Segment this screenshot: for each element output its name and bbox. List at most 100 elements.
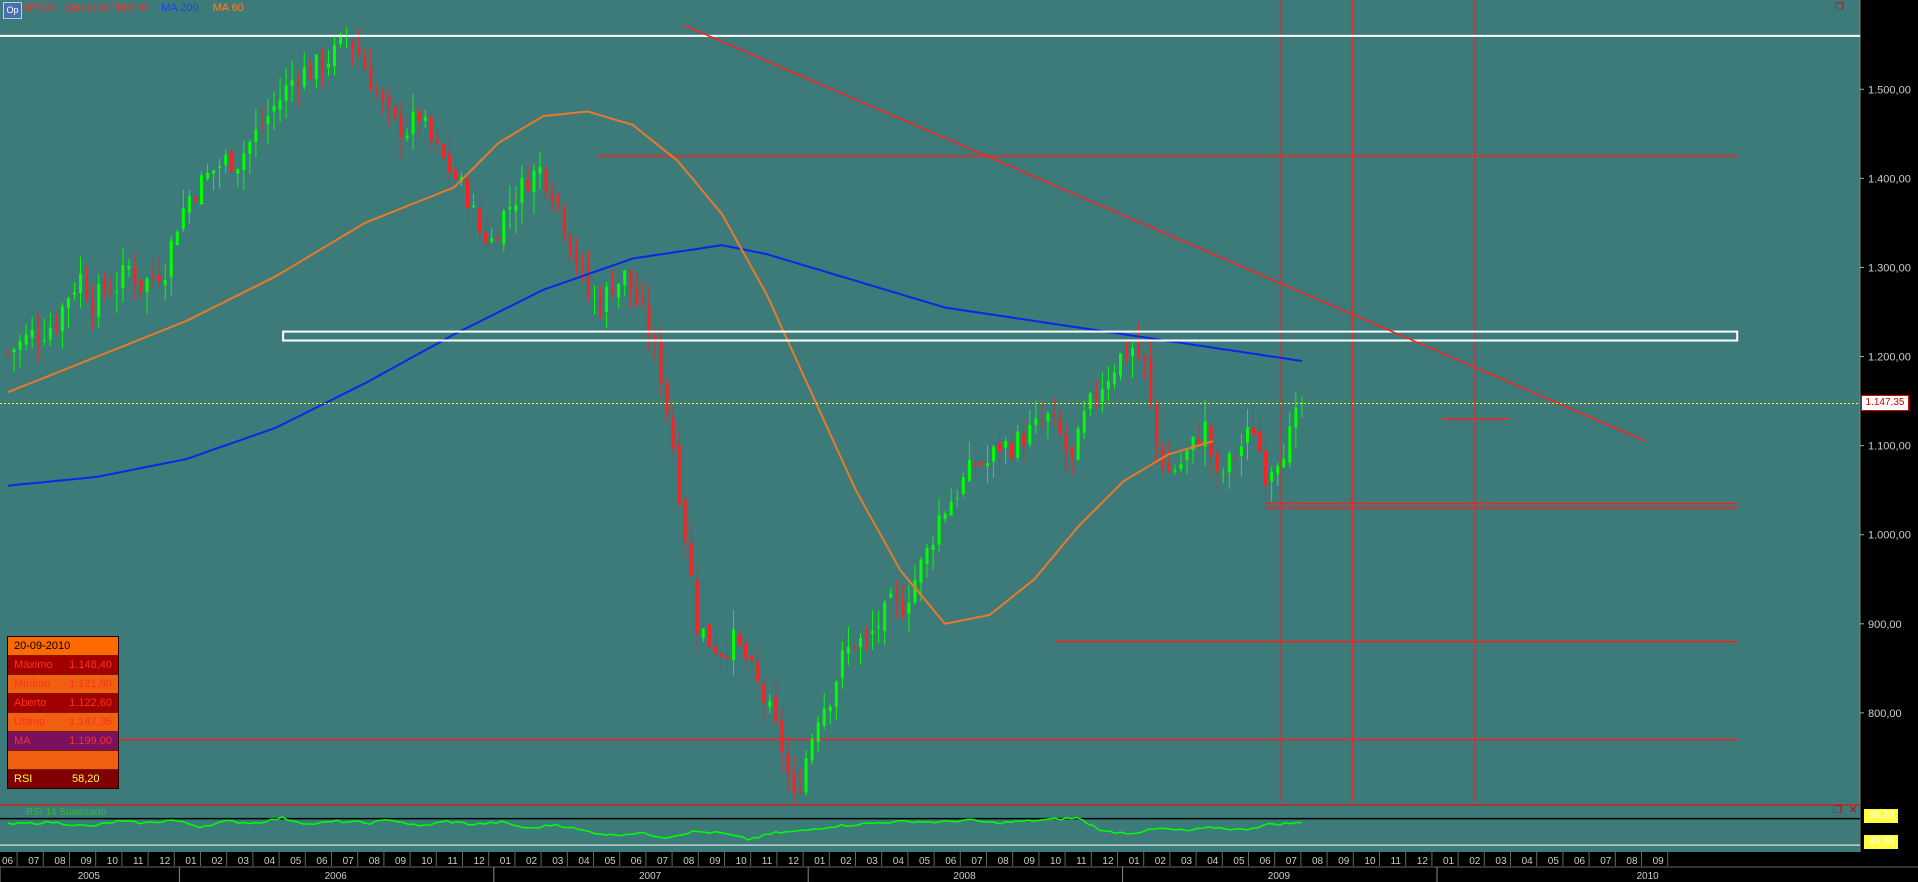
candle-body [496,238,500,241]
month-label: 08 [1312,856,1324,867]
candle-body [744,642,748,660]
y-tick-label: 1.300,00 [1868,262,1911,274]
candle-body [865,634,869,636]
candle-body [405,135,409,139]
y-tick-label: 1.400,00 [1868,173,1911,185]
ma200-selector[interactable]: MA 200 [161,2,199,14]
month-label: 03 [552,856,564,867]
candle-body [635,289,639,305]
rsi-maximize-icon[interactable]: ❐ [1833,805,1842,816]
ma60-line [7,110,1214,625]
candle-body [1118,353,1122,376]
candle-body [1004,440,1008,448]
axis-background [1860,0,1918,882]
candle-body [623,270,627,286]
candle-body [332,44,336,67]
candle-body [1179,464,1183,469]
info-value: 1.148,40 [69,659,112,671]
candle-body [792,771,796,794]
candle-body [653,335,657,343]
month-label: 09 [1653,856,1665,867]
candle-body [544,169,548,192]
rsi-label: RSI 14 Suavizado [26,807,106,818]
info-value: 1.147,35 [69,716,112,728]
candle-body [937,515,941,545]
info-value [62,751,118,769]
candle-body [1094,392,1098,398]
year-label: 2008 [953,871,976,882]
last-price-tag: 1.147,35 [1861,395,1909,411]
candle-body [441,143,445,158]
candle-body [1112,372,1116,384]
month-label: 06 [2,856,14,867]
month-label: 02 [212,856,224,867]
ma60-selector[interactable]: MA 60 [212,2,244,14]
candle-body [586,268,590,296]
trendline [683,24,1646,442]
candle-body [895,595,899,599]
maximize-icon[interactable]: ❐ [1835,2,1844,13]
candle-body [641,302,645,305]
candle-body [834,681,838,707]
app-logo-icon[interactable]: Op [3,2,22,19]
y-tick-label: 1.000,00 [1868,530,1911,542]
y-tick-label: 800,00 [1868,708,1902,720]
month-label: 07 [343,856,355,867]
month-label: 08 [998,856,1010,867]
candle-body [66,298,70,308]
candle-body [435,139,439,143]
candle-body [822,708,826,726]
candle-body [502,210,506,245]
candle-body [242,153,246,171]
candle-body [1270,471,1274,482]
info-key [8,751,62,769]
candle-body [97,284,101,317]
month-label: 10 [421,856,433,867]
candle-body [1016,431,1020,458]
month-label: 12 [474,856,486,867]
candle-body [326,63,330,68]
candle-body [109,293,113,295]
candle-body [550,193,554,200]
info-value: 1.121,60 [69,678,112,690]
info-row [8,751,118,770]
candle-body [1046,413,1050,422]
candle-body [466,178,470,209]
candle-body [786,754,790,774]
candle-body [1161,446,1165,467]
candle-body [369,67,373,91]
candle-body [901,600,905,617]
month-label: 09 [395,856,407,867]
candle-body [260,125,264,127]
candle-body [514,205,518,212]
candle-body [695,580,699,634]
month-label: 01 [500,856,512,867]
indicator-bar: SP500 | Semanal TMG+0 MA 200 MA 60 [22,2,244,16]
candle-body [1245,427,1249,443]
candle-body [1131,348,1135,357]
candle-body [671,417,675,449]
candle-body [526,179,530,192]
month-label: 10 [107,856,119,867]
series-selector[interactable]: SP500 | Semanal TMG+0 [22,2,148,14]
candle-body [91,300,95,316]
candle-body [840,650,844,678]
candle-body [508,206,512,210]
candle-body [127,265,131,270]
month-label: 11 [133,856,144,867]
candle-body [399,114,403,137]
candle-body [532,170,536,193]
candle-body [629,269,633,292]
month-label: 11 [762,856,773,867]
candle-body [774,696,778,722]
candle-body [804,758,808,793]
info-value: 1.122,60 [69,697,112,709]
data-window: 20-09-2010 Máximo 1.148,40 Mínimo 1.121,60 A… [7,636,119,789]
candle-body [985,463,989,467]
candle-body [453,169,457,180]
candle-body [478,208,482,233]
candle-body [719,653,723,658]
rsi-close-icon[interactable]: ✕ [1849,805,1858,816]
month-label: 03 [238,856,250,867]
candle-body [181,208,185,229]
